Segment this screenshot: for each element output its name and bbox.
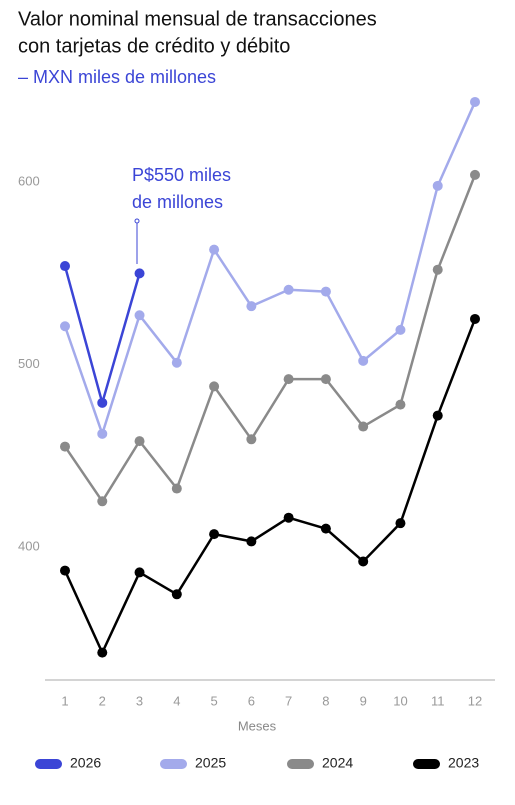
point (134, 436, 145, 447)
point (320, 286, 331, 297)
point (97, 496, 108, 507)
point (246, 434, 257, 445)
point (60, 441, 70, 452)
point (171, 483, 182, 494)
legend-label: 2024 (322, 755, 353, 771)
point (60, 321, 70, 332)
point (470, 313, 480, 324)
point (97, 428, 108, 439)
x-tick-label: 12 (468, 693, 482, 708)
x-tick-label: 10 (393, 693, 407, 708)
x-axis-label: Meses (238, 718, 277, 733)
point (134, 310, 145, 321)
x-tick-label: 11 (431, 693, 445, 708)
legend-swatch (413, 759, 440, 769)
annotation-dot (134, 218, 140, 224)
x-tick-label: 5 (210, 693, 217, 708)
legend-label: 2026 (70, 755, 101, 771)
legend-swatch (287, 759, 314, 769)
point (358, 556, 369, 567)
point (171, 589, 182, 600)
x-tick-label: 2 (99, 693, 106, 708)
x-tick-label: 3 (136, 693, 143, 708)
point (470, 169, 480, 180)
point (209, 244, 220, 255)
point (171, 357, 182, 368)
legend-label: 2023 (448, 755, 479, 771)
y-tick-label: 400 (18, 538, 40, 553)
point (283, 512, 294, 523)
chart-title: Valor nominal mensual de transacciones (18, 8, 377, 30)
point (246, 301, 257, 312)
y-tick-label: 600 (18, 174, 40, 189)
point (209, 381, 220, 392)
x-tick-label: 7 (285, 693, 292, 708)
series-line (63, 318, 477, 654)
point (134, 268, 145, 279)
point (320, 523, 331, 534)
point (97, 397, 108, 408)
point (432, 410, 443, 421)
legend-swatch (160, 759, 187, 769)
legend-swatch (35, 759, 62, 769)
annotation: P$550 miles (132, 165, 231, 185)
series-line (63, 101, 477, 436)
point (97, 647, 108, 658)
x-tick-label: 6 (248, 693, 255, 708)
chart-title: con tarjetas de crédito y débito (18, 35, 290, 57)
legend-label: 2025 (195, 755, 226, 771)
point (320, 374, 331, 385)
point (432, 264, 443, 275)
annotation: de millones (132, 192, 223, 212)
point (246, 536, 257, 547)
point (283, 374, 294, 385)
point (395, 518, 406, 529)
point (60, 565, 70, 576)
x-tick-label: 1 (61, 693, 68, 708)
point (209, 529, 220, 540)
point (395, 399, 406, 410)
point (283, 284, 294, 295)
x-tick-label: 8 (322, 693, 329, 708)
point (358, 421, 369, 432)
point (432, 180, 443, 191)
point (134, 567, 145, 578)
x-tick-label: 9 (360, 693, 367, 708)
point (395, 324, 406, 335)
point (470, 96, 480, 107)
series-line (63, 174, 477, 503)
x-tick-label: 4 (173, 693, 180, 708)
y-tick-label: 500 (18, 356, 40, 371)
point (358, 355, 369, 366)
series-line (63, 265, 141, 405)
chart-subtitle: – MXN miles de millones (18, 67, 216, 87)
point (60, 261, 70, 272)
